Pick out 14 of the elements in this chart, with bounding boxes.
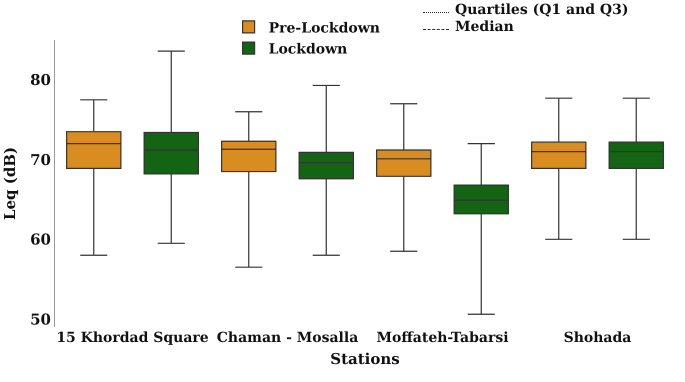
x-axis-title: Stations: [330, 350, 400, 368]
x-tick-label: Chaman - Mosalla: [216, 330, 358, 346]
y-axis-title: Leq (dB): [1, 146, 19, 220]
x-tick-label: Moffateh-Tabarsi: [376, 330, 509, 346]
x-tick-label: Shohada: [564, 330, 632, 346]
legend-label: Lockdown: [268, 42, 348, 58]
text: Quartiles (Q1 and Q3): [455, 2, 628, 18]
x-tick-label: 15 Khordad Square: [56, 330, 209, 346]
y-tick-label: 60: [30, 230, 51, 249]
text: Median: [455, 19, 514, 35]
y-tick-label: 80: [30, 71, 51, 90]
legend-label: Pre-Lockdown: [268, 20, 380, 36]
y-tick-label: 70: [30, 150, 51, 169]
y-tick-label: 50: [30, 310, 51, 328]
